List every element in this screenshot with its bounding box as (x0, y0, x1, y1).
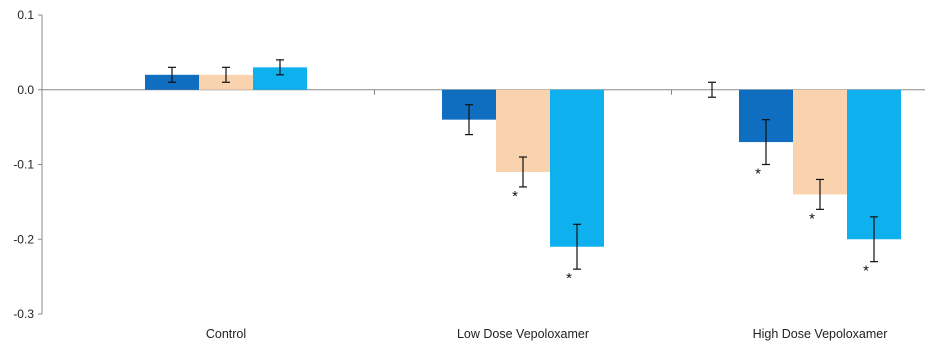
y-tick-label: -0.2 (13, 232, 34, 246)
bar (793, 89, 847, 195)
chart-labels: 0.1 0.0 -0.1 -0.2 -0.3 * * * * * Control Low Dose V… (13, 8, 887, 341)
significance-marker: * (809, 210, 815, 227)
significance-marker: * (566, 270, 572, 287)
significance-marker: * (863, 263, 869, 280)
significance-marker: * (512, 188, 518, 205)
y-tick-label: -0.3 (13, 307, 34, 321)
bar (550, 89, 604, 247)
chart-error-bars (168, 59, 878, 270)
y-tick-label: 0.1 (17, 8, 34, 22)
significance-marker: * (755, 166, 761, 183)
y-tick-label: 0.0 (17, 83, 34, 97)
x-category-label: High Dose Vepoloxamer (753, 327, 888, 341)
bar (847, 89, 901, 240)
y-tick-label: -0.1 (13, 158, 34, 172)
chart-axes (38, 14, 925, 315)
x-category-label: Control (206, 327, 246, 341)
bar (253, 67, 307, 90)
x-category-label: Low Dose Vepoloxamer (457, 327, 589, 341)
